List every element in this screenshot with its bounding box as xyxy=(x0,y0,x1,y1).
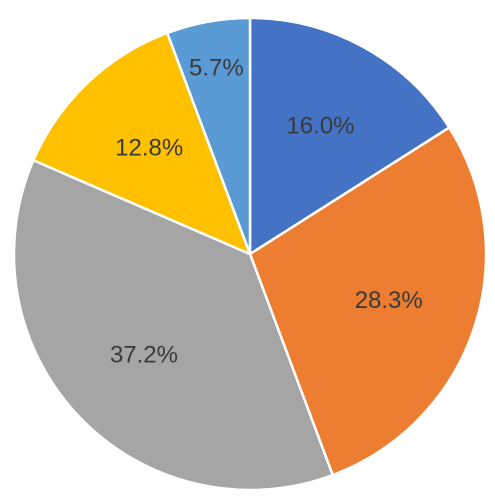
pie-data-label-4: 12.8% xyxy=(115,134,183,161)
pie-data-label-2: 28.3% xyxy=(355,287,423,314)
pie-slice-3 xyxy=(12,159,334,492)
pie-data-label-1: 16.0% xyxy=(286,112,354,139)
pie-slice-1 xyxy=(248,16,451,256)
pie-slice-5 xyxy=(166,16,252,256)
pie-data-labels: 16.0% 28.3% 37.2% 12.8% 5.7% xyxy=(110,55,423,369)
pie-slice-2 xyxy=(248,126,488,477)
pie-slices xyxy=(12,16,488,492)
pie-data-label-3: 37.2% xyxy=(110,341,178,368)
pie-slice-4 xyxy=(32,31,252,256)
pie-data-label-5: 5.7% xyxy=(189,55,244,82)
